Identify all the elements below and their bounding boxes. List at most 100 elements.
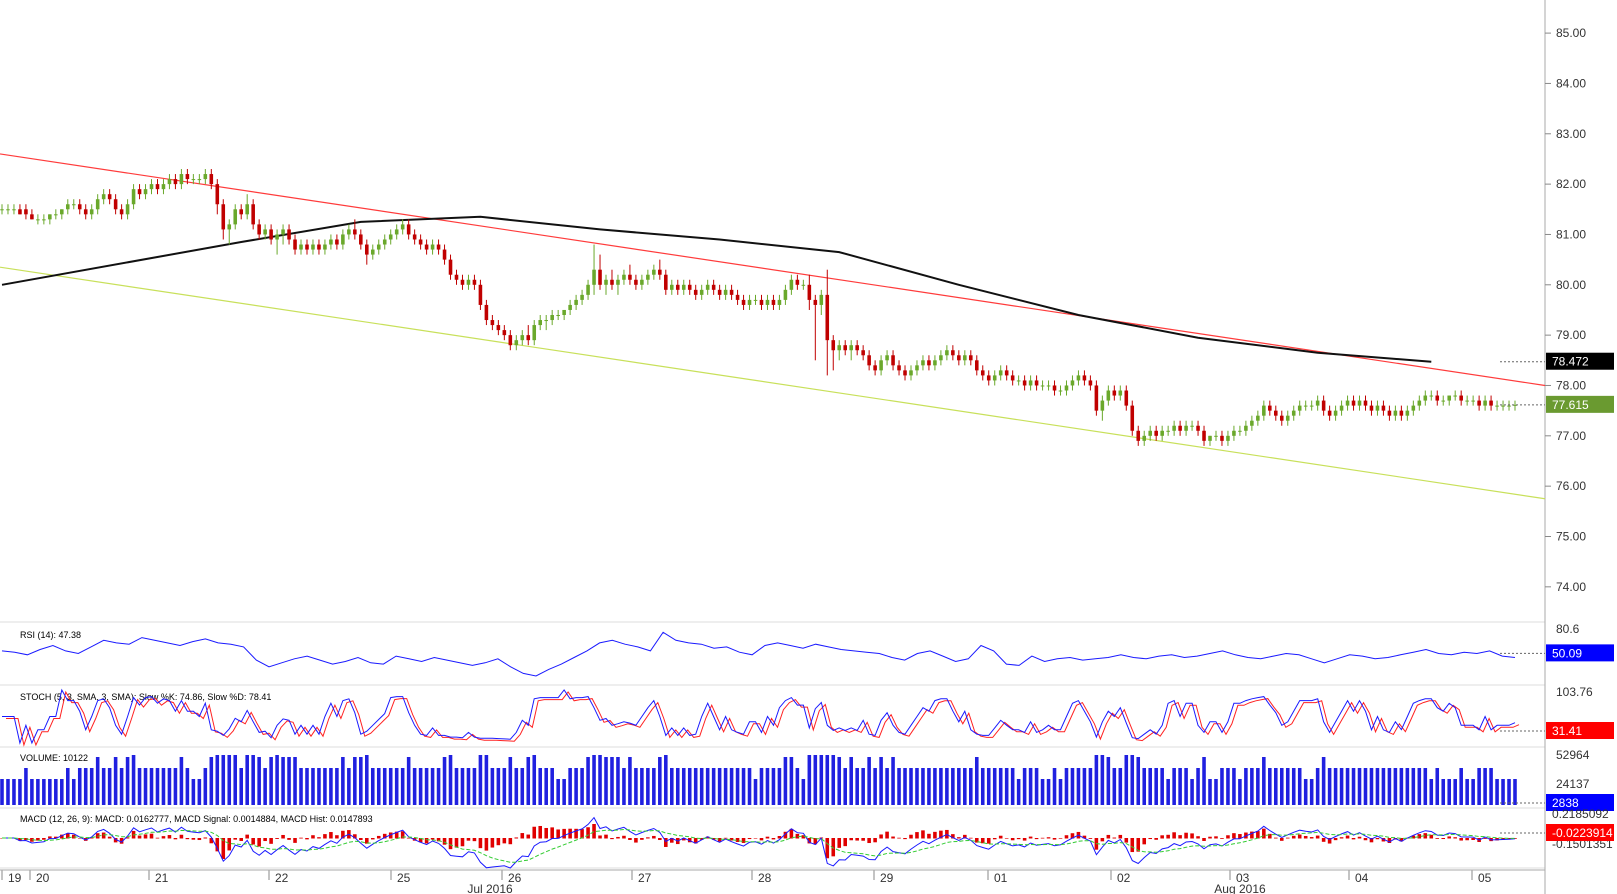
volume-bar[interactable] xyxy=(71,779,76,805)
candle[interactable] xyxy=(269,224,273,245)
volume-bar[interactable] xyxy=(1268,768,1272,805)
candle-body[interactable] xyxy=(598,269,602,285)
candle[interactable] xyxy=(466,274,471,290)
volume-bar[interactable] xyxy=(227,755,232,805)
candle[interactable] xyxy=(436,239,441,255)
candle[interactable] xyxy=(1345,395,1350,411)
candle[interactable] xyxy=(687,279,692,295)
candle[interactable] xyxy=(747,294,752,310)
candle-body[interactable] xyxy=(1399,410,1404,416)
candle-body[interactable] xyxy=(430,244,435,250)
volume-bar[interactable] xyxy=(759,768,764,805)
candle[interactable] xyxy=(980,365,985,381)
candle-body[interactable] xyxy=(873,365,877,371)
volume-bar[interactable] xyxy=(0,779,4,805)
rsi-pane[interactable]: RSI (14): 47.38 xyxy=(1,630,1516,677)
candle[interactable] xyxy=(903,365,907,381)
volume-bar[interactable] xyxy=(149,768,154,805)
candle-body[interactable] xyxy=(532,325,537,341)
volume-bar[interactable] xyxy=(215,755,220,805)
candle-body[interactable] xyxy=(915,365,919,371)
candle[interactable] xyxy=(394,224,399,240)
candle-body[interactable] xyxy=(263,229,267,235)
volume-bar[interactable] xyxy=(849,757,853,805)
volume-bar[interactable] xyxy=(1291,768,1296,805)
volume-bar[interactable] xyxy=(1208,779,1212,805)
candle-body[interactable] xyxy=(717,289,722,295)
candle-body[interactable] xyxy=(927,360,931,366)
candle-body[interactable] xyxy=(1226,435,1230,441)
candle[interactable] xyxy=(771,294,776,310)
volume-bar[interactable] xyxy=(1130,755,1135,805)
candle-body[interactable] xyxy=(1100,400,1105,411)
candle[interactable] xyxy=(939,350,943,366)
candle[interactable] xyxy=(1387,405,1392,421)
candle-body[interactable] xyxy=(245,204,249,215)
volume-bar[interactable] xyxy=(24,768,28,805)
candle[interactable] xyxy=(1106,385,1111,406)
volume-bar[interactable] xyxy=(323,768,327,805)
candle[interactable] xyxy=(1148,425,1152,441)
candle-body[interactable] xyxy=(502,330,507,336)
candle-body[interactable] xyxy=(951,350,955,356)
candle-body[interactable] xyxy=(12,209,16,211)
candle[interactable] xyxy=(376,239,381,255)
candle-body[interactable] xyxy=(903,370,907,376)
candle-body[interactable] xyxy=(484,304,489,321)
candle[interactable] xyxy=(1202,425,1206,446)
volume-bar[interactable] xyxy=(1387,768,1392,805)
volume-bar[interactable] xyxy=(1501,779,1505,805)
candle-body[interactable] xyxy=(867,355,871,366)
volume-bar[interactable] xyxy=(466,768,471,805)
candle[interactable] xyxy=(723,284,728,300)
candle-body[interactable] xyxy=(849,345,853,351)
candle-body[interactable] xyxy=(1453,395,1457,397)
volume-pane[interactable]: VOLUME: 10122 xyxy=(0,753,1517,805)
candle-body[interactable] xyxy=(1124,390,1129,406)
candle[interactable] xyxy=(335,234,339,250)
candle[interactable] xyxy=(502,325,507,341)
candle-body[interactable] xyxy=(562,309,566,315)
candle[interactable] xyxy=(89,204,94,220)
volume-bar[interactable] xyxy=(634,768,638,805)
volume-bar[interactable] xyxy=(329,768,333,805)
candle-body[interactable] xyxy=(209,174,214,185)
candle[interactable] xyxy=(119,204,124,220)
volume-bar[interactable] xyxy=(101,768,106,805)
volume-bar[interactable] xyxy=(693,768,698,805)
candle[interactable] xyxy=(933,355,937,371)
candle-body[interactable] xyxy=(436,244,441,250)
candle[interactable] xyxy=(1094,380,1099,416)
candle[interactable] xyxy=(143,184,148,200)
candle-body[interactable] xyxy=(233,209,238,225)
candle-body[interactable] xyxy=(1076,375,1081,381)
candle-body[interactable] xyxy=(1279,415,1284,421)
volume-bar[interactable] xyxy=(532,755,537,805)
candle-body[interactable] xyxy=(311,244,315,250)
candle[interactable] xyxy=(819,289,824,315)
candle-body[interactable] xyxy=(616,279,620,285)
candle-body[interactable] xyxy=(831,340,836,351)
volume-bar[interactable] xyxy=(1118,768,1123,805)
volume-bar[interactable] xyxy=(353,757,357,805)
volume-bar[interactable] xyxy=(12,779,16,805)
candle-body[interactable] xyxy=(42,219,46,221)
volume-bar[interactable] xyxy=(209,757,214,805)
volume-bar[interactable] xyxy=(460,768,465,805)
candle-body[interactable] xyxy=(1130,405,1135,431)
candle[interactable] xyxy=(873,360,877,376)
candle-body[interactable] xyxy=(669,284,674,290)
candle-body[interactable] xyxy=(1501,405,1505,407)
volume-bar[interactable] xyxy=(550,768,554,805)
candle-body[interactable] xyxy=(759,299,764,305)
volume-bar[interactable] xyxy=(1405,768,1410,805)
candle[interactable] xyxy=(424,239,429,255)
candle[interactable] xyxy=(1166,425,1170,436)
volume-bar[interactable] xyxy=(317,768,321,805)
candle-body[interactable] xyxy=(185,174,190,180)
candle[interactable] xyxy=(759,294,764,310)
volume-bar[interactable] xyxy=(765,768,770,805)
candle[interactable] xyxy=(1411,400,1416,416)
candle[interactable] xyxy=(281,224,285,245)
